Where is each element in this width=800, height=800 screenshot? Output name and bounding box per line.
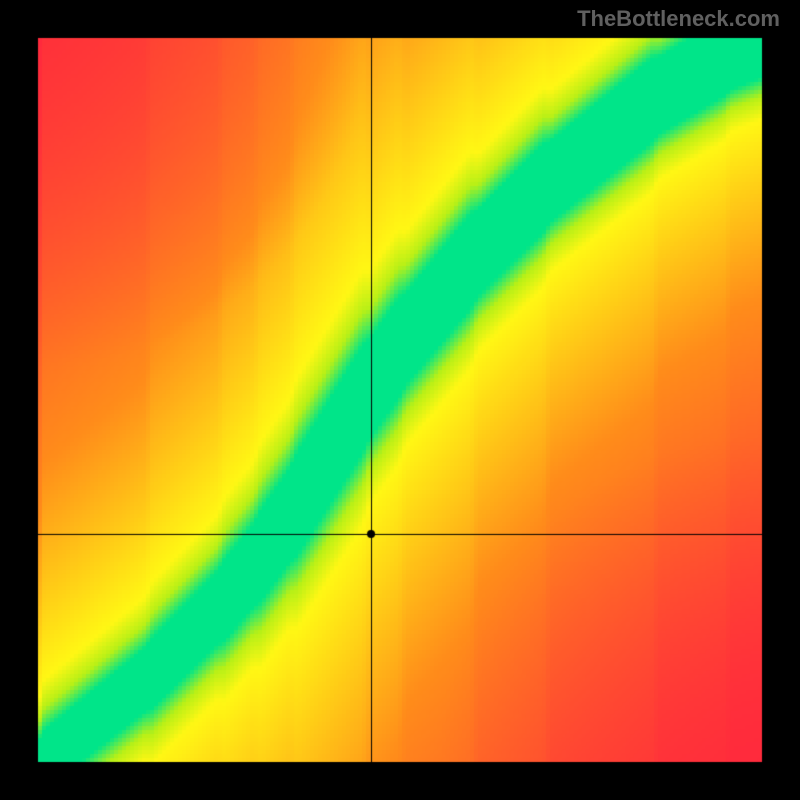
watermark-text: TheBottleneck.com — [577, 6, 780, 32]
chart-container: TheBottleneck.com — [0, 0, 800, 800]
heatmap-canvas — [0, 0, 800, 800]
